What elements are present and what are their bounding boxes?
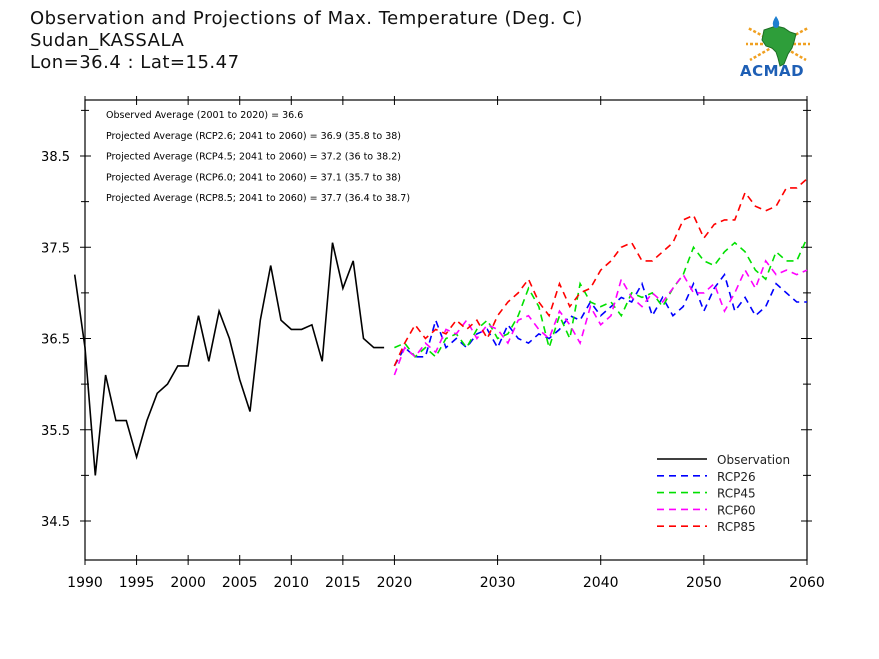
x-tick-label: 2030: [480, 575, 516, 591]
legend-label: Observation: [717, 453, 790, 467]
series-line-rcp26: [393, 272, 807, 367]
annotation-text: Projected Average (RCP8.5; 2041 to 2060)…: [106, 193, 410, 204]
acmad-logo: [746, 16, 810, 67]
x-tick-label: 1990: [67, 575, 103, 591]
chart-title: Observation and Projections of Max. Temp…: [30, 8, 583, 29]
x-tick-label: 2000: [170, 575, 206, 591]
y-tick-label: 37.5: [41, 241, 70, 256]
x-tick-label: 2020: [377, 575, 413, 591]
annotation-text: Projected Average (RCP2.6; 2041 to 2060)…: [106, 131, 401, 142]
y-tick-label: 34.5: [41, 515, 70, 530]
location-label: Sudan_KASSALA: [30, 30, 185, 51]
y-tick-label: 35.5: [41, 424, 70, 439]
series-line-rcp60: [393, 259, 808, 376]
legend-label: RCP45: [717, 487, 756, 501]
y-tick-label: 38.5: [41, 150, 70, 165]
x-tick-label: 2010: [273, 575, 309, 591]
x-tick-label: 2015: [325, 575, 361, 591]
x-tick-label: 2040: [583, 575, 619, 591]
x-tick-label: 2005: [222, 575, 258, 591]
title-block: Observation and Projections of Max. Temp…: [30, 8, 583, 74]
x-tick-label: 2060: [789, 575, 825, 591]
annotation-text: Observed Average (2001 to 2020) = 36.6: [106, 110, 303, 121]
legend-label: RCP85: [717, 520, 756, 534]
africa-map-icon: [761, 25, 797, 67]
series-line-observation: [73, 242, 385, 476]
logo-text: ACMAD: [740, 62, 805, 80]
annotation-text: Projected Average (RCP6.0; 2041 to 2060)…: [106, 172, 401, 183]
series-line-rcp45: [394, 237, 808, 359]
series-line-rcp85: [393, 178, 808, 367]
annotation-text: Projected Average (RCP4.5; 2041 to 2060)…: [106, 152, 401, 163]
y-tick-label: 36.5: [41, 333, 70, 348]
water-drop-icon: [772, 16, 780, 28]
x-tick-label: 1995: [119, 575, 155, 591]
legend-label: RCP60: [717, 503, 756, 517]
legend-label: RCP26: [717, 470, 756, 484]
plot-frame: [84, 99, 808, 561]
coordinates-label: Lon=36.4 : Lat=15.47: [30, 52, 240, 73]
x-tick-label: 2050: [686, 575, 722, 591]
